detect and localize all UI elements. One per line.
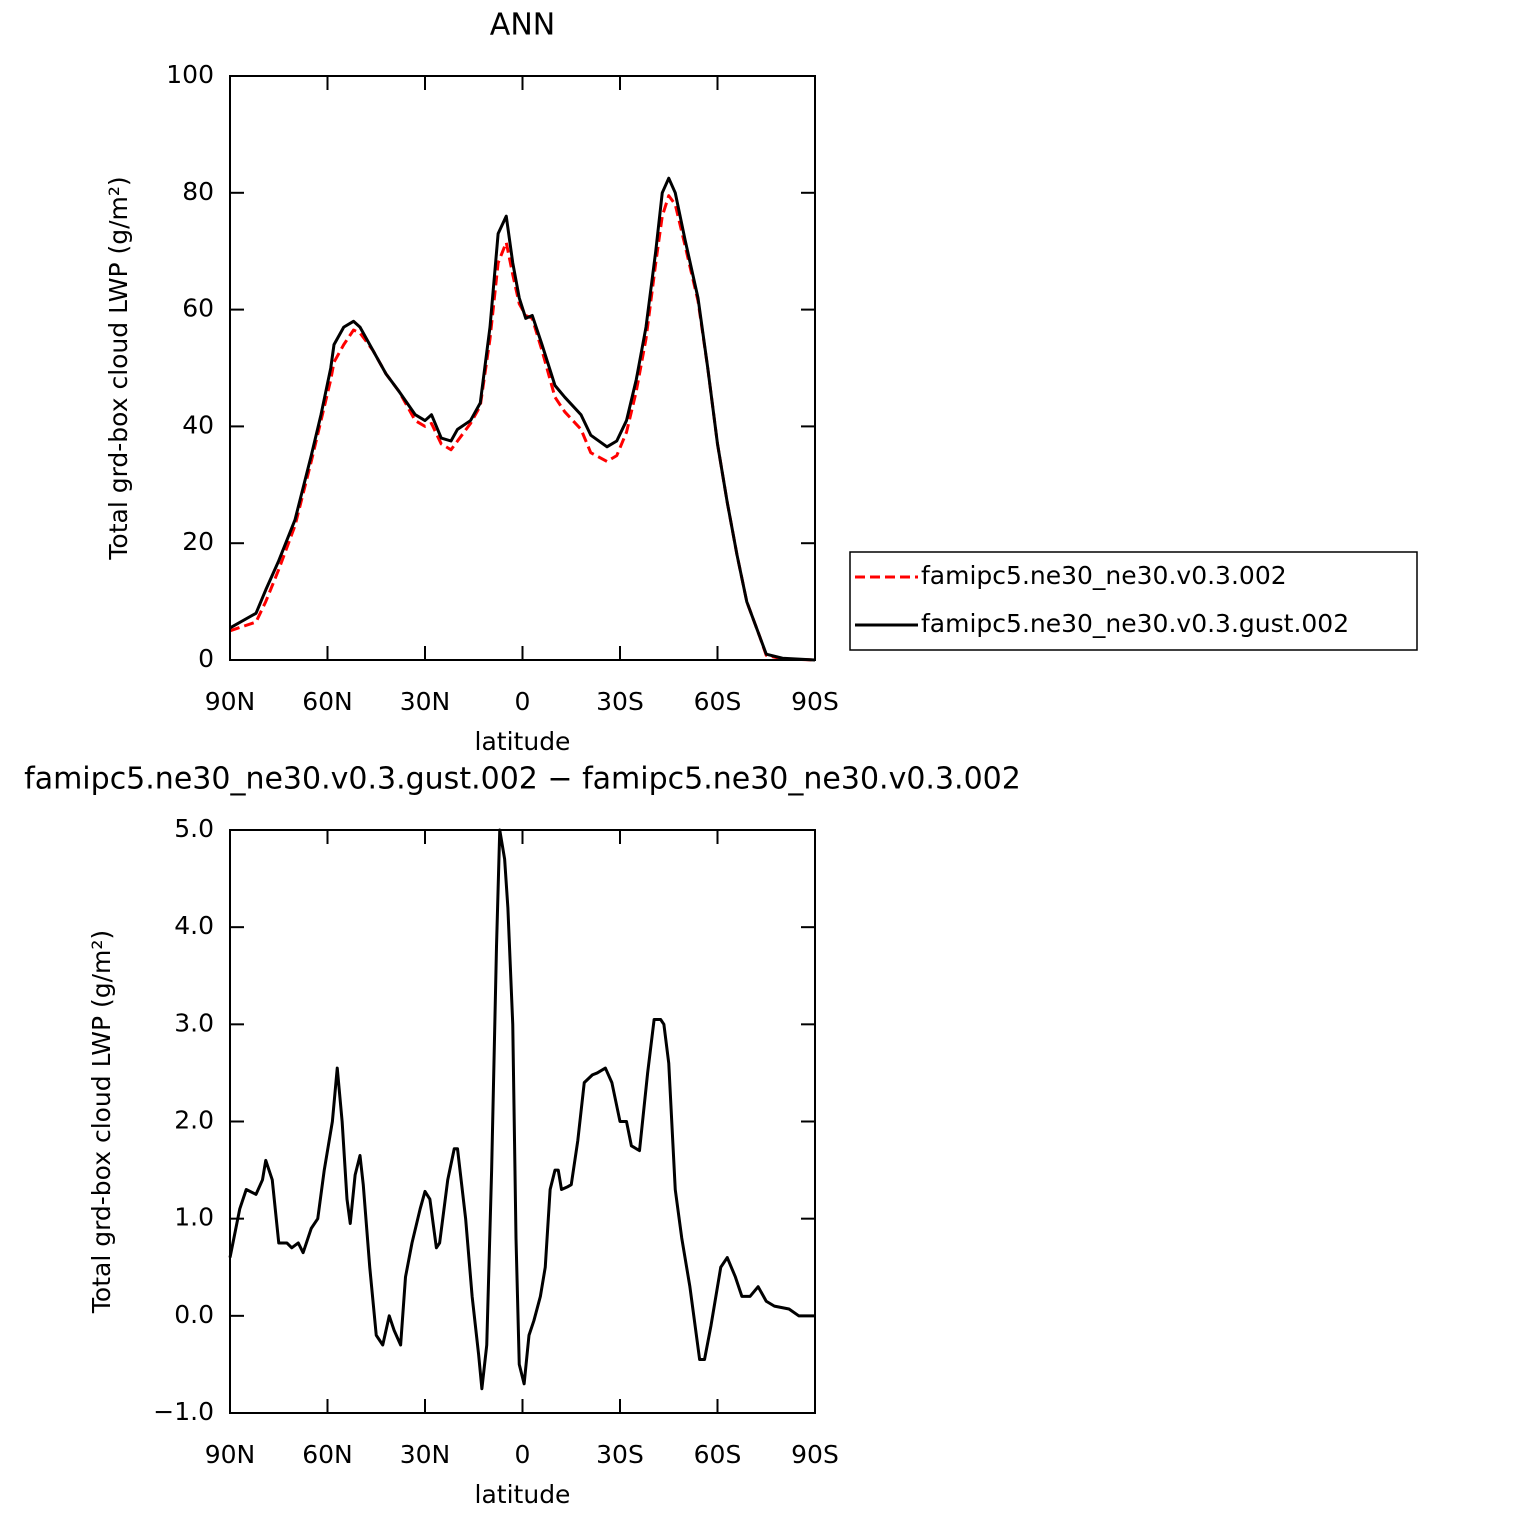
x-tick-label: 0 xyxy=(515,687,531,716)
x-axis-label: latitude xyxy=(475,727,571,756)
y-tick-label: 1.0 xyxy=(174,1203,214,1232)
y-tick-label: 4.0 xyxy=(174,911,214,940)
y-axis-label: Total grd-box cloud LWP (g/m²) xyxy=(104,176,133,560)
legend-label: famipc5.ne30_ne30.v0.3.002 xyxy=(921,561,1287,590)
y-axis-label: Total grd-box cloud LWP (g/m²) xyxy=(87,930,116,1314)
plot-frame xyxy=(229,829,816,1414)
y-tick-label: 0 xyxy=(198,644,214,673)
y-tick-label: 60 xyxy=(182,294,214,323)
x-tick-label: 90N xyxy=(205,687,256,716)
y-tick-label: 40 xyxy=(182,410,214,439)
x-tick-label: 90N xyxy=(205,1440,256,1469)
legend-label: famipc5.ne30_ne30.v0.3.gust.002 xyxy=(921,609,1349,638)
x-tick-label: 30N xyxy=(400,1440,451,1469)
x-tick-label: 30N xyxy=(400,687,451,716)
data-line xyxy=(229,176,816,662)
x-tick-label: 30S xyxy=(596,687,644,716)
x-tick-label: 60N xyxy=(302,687,353,716)
x-axis-label: latitude xyxy=(475,1480,571,1509)
legend-box xyxy=(849,551,1418,651)
x-tick-label: 60S xyxy=(694,1440,742,1469)
x-tick-label: 60N xyxy=(302,1440,353,1469)
x-tick-label: 60S xyxy=(694,687,742,716)
x-tick-label: 30S xyxy=(596,1440,644,1469)
plot-frame xyxy=(229,75,816,661)
y-tick-label: 5.0 xyxy=(174,814,214,843)
y-tick-label: −1.0 xyxy=(153,1397,214,1426)
y-tick-label: 100 xyxy=(166,60,214,89)
x-tick-label: 90S xyxy=(791,1440,839,1469)
x-tick-label: 0 xyxy=(515,1440,531,1469)
chart-title: famipc5.ne30_ne30.v0.3.gust.002 − famipc… xyxy=(24,762,1021,797)
y-tick-label: 0.0 xyxy=(174,1300,214,1329)
chart-title: ANN xyxy=(490,8,555,43)
data-line xyxy=(228,828,815,1391)
y-tick-label: 20 xyxy=(182,527,214,556)
x-tick-label: 90S xyxy=(791,687,839,716)
y-tick-label: 2.0 xyxy=(174,1106,214,1135)
y-tick-label: 3.0 xyxy=(174,1008,214,1037)
y-tick-label: 80 xyxy=(182,177,214,206)
